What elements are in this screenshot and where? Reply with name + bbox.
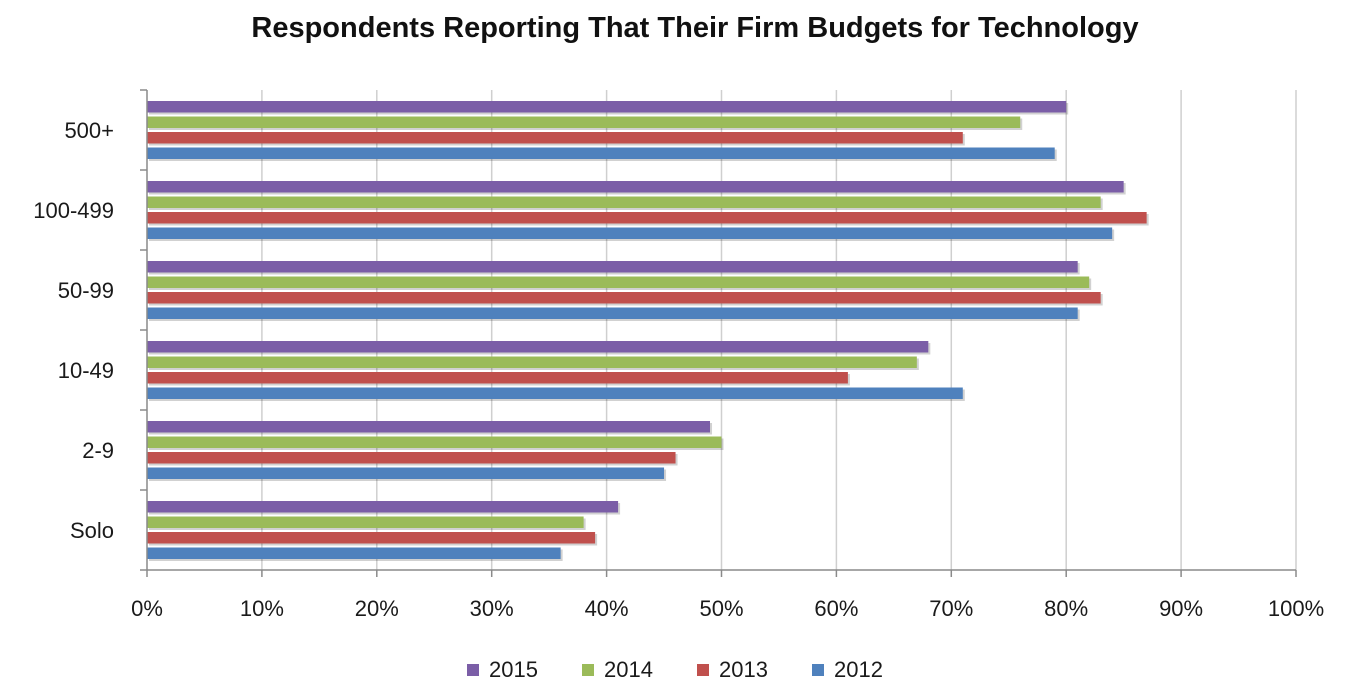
bar-2012-500+ xyxy=(147,147,1055,159)
x-tick-label: 100% xyxy=(1268,596,1324,621)
y-category-label: 50-99 xyxy=(58,278,114,303)
x-tick-label: 50% xyxy=(699,596,743,621)
bar-2012-50-99 xyxy=(147,307,1078,319)
x-tick-label: 20% xyxy=(355,596,399,621)
bar-2015-500+ xyxy=(147,101,1067,113)
bar-2015-2-9 xyxy=(147,421,711,433)
bar-2014-50-99 xyxy=(147,276,1090,288)
bar-2014-10-49 xyxy=(147,356,917,368)
axes xyxy=(140,89,1297,577)
y-category-label: Solo xyxy=(70,518,114,543)
bar-2015-50-99 xyxy=(147,261,1078,273)
legend-swatch-2015 xyxy=(467,664,479,676)
bar-2013-50-99 xyxy=(147,292,1101,304)
bar-2015-100-499 xyxy=(147,181,1124,193)
y-category-label: 100-499 xyxy=(33,198,114,223)
legend-label-2015: 2015 xyxy=(489,657,538,682)
legend-label-2013: 2013 xyxy=(719,657,768,682)
bar-2013-2-9 xyxy=(147,452,676,464)
bar-2014-100-499 xyxy=(147,196,1101,208)
y-category-label: 2-9 xyxy=(82,438,114,463)
bar-2013-100-499 xyxy=(147,212,1147,224)
bar-2012-2-9 xyxy=(147,467,665,479)
legend-label-2012: 2012 xyxy=(834,657,883,682)
y-category-label: 500+ xyxy=(64,118,114,143)
legend: 2015 2014 2013 2012 xyxy=(467,657,883,682)
x-tick-label: 80% xyxy=(1044,596,1088,621)
bar-2012-Solo xyxy=(147,547,561,559)
x-tick-label: 0% xyxy=(131,596,163,621)
bar-2012-100-499 xyxy=(147,227,1113,239)
bar-2014-500+ xyxy=(147,116,1021,128)
bar-2014-Solo xyxy=(147,516,584,528)
bar-2015-Solo xyxy=(147,501,619,513)
bar-2013-Solo xyxy=(147,532,596,544)
chart-title: Respondents Reporting That Their Firm Bu… xyxy=(251,12,1139,44)
legend-swatch-2012 xyxy=(812,664,824,676)
x-tick-label: 30% xyxy=(470,596,514,621)
bar-2015-10-49 xyxy=(147,341,929,353)
bars xyxy=(147,101,1149,561)
y-category-label: 10-49 xyxy=(58,358,114,383)
x-tick-label: 10% xyxy=(240,596,284,621)
legend-label-2014: 2014 xyxy=(604,657,653,682)
x-tick-label: 90% xyxy=(1159,596,1203,621)
x-tick-label: 70% xyxy=(929,596,973,621)
legend-swatch-2013 xyxy=(697,664,709,676)
bar-2012-10-49 xyxy=(147,387,963,399)
x-tick-label: 60% xyxy=(814,596,858,621)
legend-swatch-2014 xyxy=(582,664,594,676)
x-tick-label: 40% xyxy=(585,596,629,621)
tick-labels: 0% 10% 20% 30% 40% 50% 60% 70% 80% 90% 100% 500+ 100… xyxy=(33,118,1324,621)
bar-2014-2-9 xyxy=(147,436,722,448)
bar-2013-10-49 xyxy=(147,372,848,384)
bar-2013-500+ xyxy=(147,132,963,144)
grid-lines xyxy=(261,90,1297,570)
